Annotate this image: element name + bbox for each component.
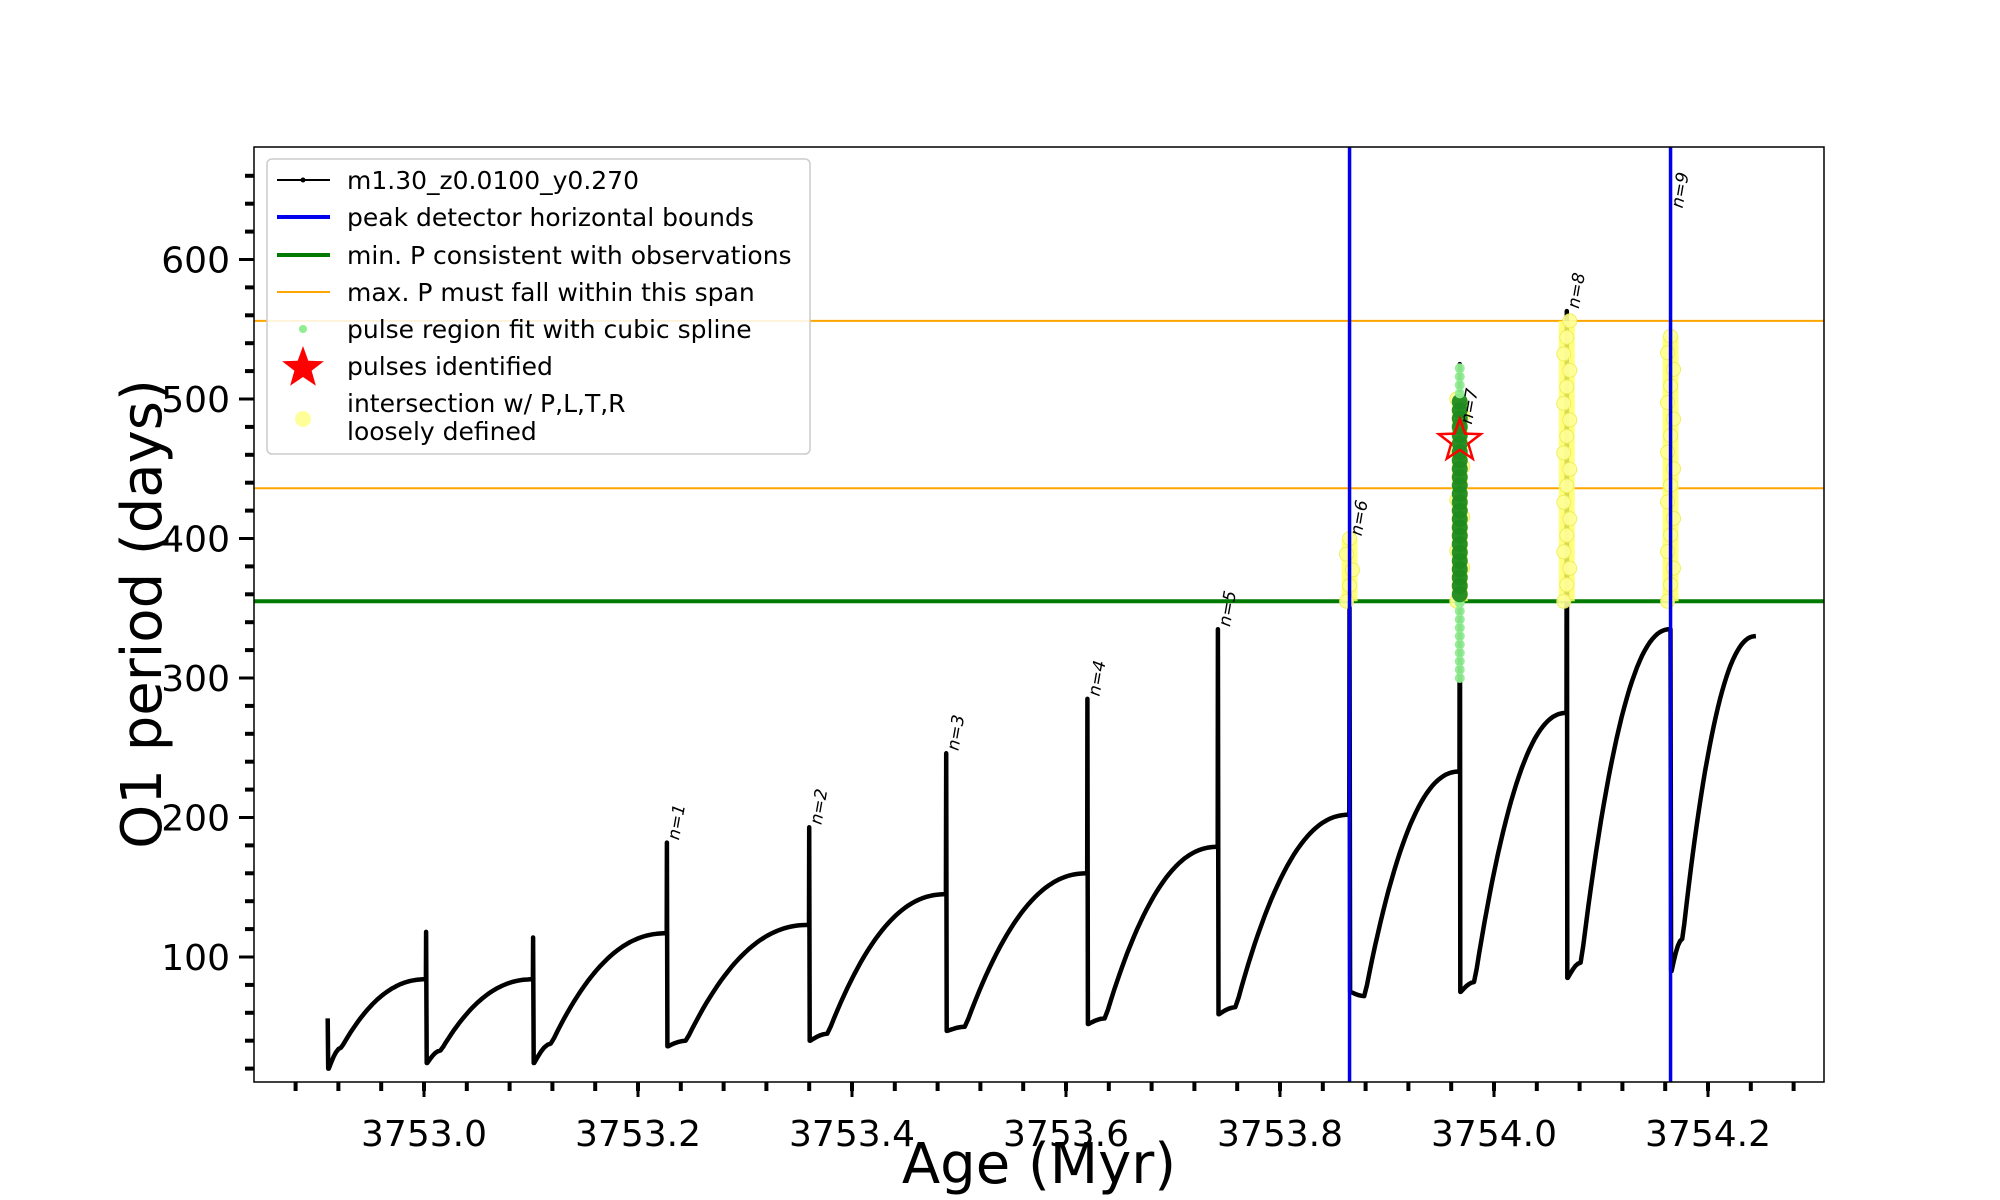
intersection-dot (1660, 593, 1676, 609)
legend-label-1: peak detector horizontal bounds (347, 203, 754, 232)
intersection-dot (1556, 395, 1572, 411)
spline-dot (1454, 673, 1465, 683)
intersection-dot (1562, 511, 1578, 527)
legend-label-5: pulses identified (347, 352, 553, 381)
legend-label-6-line2: loosely defined (347, 417, 537, 446)
legend-box (266, 158, 811, 455)
intersection-dot (1660, 494, 1676, 510)
intersection-dot (1559, 577, 1575, 593)
spline-dot (1454, 363, 1465, 374)
y-axis-ticks: 100 200 300 400 500 600 (161, 173, 254, 1071)
x-tick-label: 3753.6 (1003, 1114, 1129, 1155)
intersection-dot (1666, 461, 1682, 477)
intersection-dot (1559, 329, 1575, 345)
intersection-dot (1562, 362, 1578, 378)
y-axis-label: O1 period (days) (110, 379, 175, 849)
spline-dot (1454, 622, 1465, 633)
legend-label-6: intersection w/ P,L,T,R (347, 389, 626, 418)
x-tick-label: 3753.4 (789, 1114, 915, 1155)
legend-handle-spline (299, 325, 307, 333)
series-path (325, 308, 1757, 1071)
y-tick-label: 100 (161, 938, 230, 979)
intersection-dot (1660, 394, 1676, 410)
legend-label-3: max. P must fall within this span (347, 278, 755, 307)
intersection-dot (1345, 562, 1361, 578)
spline-dot (1454, 656, 1465, 667)
spline-dot (1451, 393, 1468, 410)
intersection-dot (1559, 379, 1575, 395)
spline-dot (1454, 371, 1465, 382)
legend-handle-series-marker (300, 177, 306, 183)
intersection-dot (1562, 412, 1578, 428)
legend-label-4: pulse region fit with cubic spline (347, 315, 752, 344)
plot-frame (253, 146, 1825, 1083)
spline-dot (1454, 647, 1465, 658)
x-tick-label: 3754.2 (1645, 1114, 1771, 1155)
x-tick-label: 3753.0 (361, 1114, 487, 1155)
spline-dot (1454, 388, 1465, 399)
intersection-band-2 (1558, 320, 1575, 602)
series-line (325, 308, 1757, 1071)
x-axis-ticks: 3753.0 3753.2 3753.4 3753.6 3753.8 3754.0 3754… (293, 1082, 1796, 1155)
intersection-dot (1556, 445, 1572, 461)
pulse-stars (1435, 415, 1485, 462)
y-tick-label: 200 (161, 799, 230, 840)
intersection-dot (1666, 560, 1682, 576)
intersection-dot (1660, 345, 1676, 361)
intersection-dot (1562, 461, 1578, 477)
x-tick-label: 3753.8 (1217, 1114, 1343, 1155)
x-axis-label: Age (Myr) (902, 1132, 1176, 1197)
spline-dot (1454, 614, 1465, 625)
legend-handle-intersection (295, 411, 311, 427)
peak-detector-bounds (1347, 147, 1673, 1082)
spline-dot (1454, 664, 1465, 675)
y-tick-label: 600 (161, 241, 230, 282)
intersection-dot (1339, 593, 1355, 609)
intersection-dot (1666, 361, 1682, 377)
legend-label-2: min. P consistent with observations (347, 241, 792, 270)
pulse-star-0 (1435, 415, 1485, 462)
intersection-dot (1556, 593, 1572, 609)
intersection-dot (1666, 510, 1682, 526)
x-tick-label: 3754.0 (1431, 1114, 1557, 1155)
y-tick-label: 300 (161, 659, 230, 700)
x-tick-label: 3753.2 (575, 1114, 701, 1155)
intersection-dot (1556, 494, 1572, 510)
legend-label-0: m1.30_z0.0100_y0.270 (347, 166, 639, 195)
intersection-dot (1660, 544, 1676, 560)
y-tick-label: 400 (161, 520, 230, 561)
intersection-dot (1556, 346, 1572, 362)
intersection-dot (1666, 411, 1682, 427)
intersection-dot (1660, 444, 1676, 460)
legend-handle-star (282, 346, 324, 386)
intersection-dot (1562, 313, 1578, 329)
intersection-dot (1556, 544, 1572, 560)
y-tick-label: 500 (161, 380, 230, 421)
spline-dot (1454, 639, 1465, 650)
intersection-dot (1559, 478, 1575, 494)
spline-dot (1454, 380, 1465, 391)
intersection-dot (1339, 546, 1355, 562)
intersection-dot (1559, 527, 1575, 543)
intersection-dot (1562, 560, 1578, 576)
intersection-dot (1559, 428, 1575, 444)
spline-dot (1454, 631, 1465, 642)
spline-dot (1454, 606, 1465, 617)
